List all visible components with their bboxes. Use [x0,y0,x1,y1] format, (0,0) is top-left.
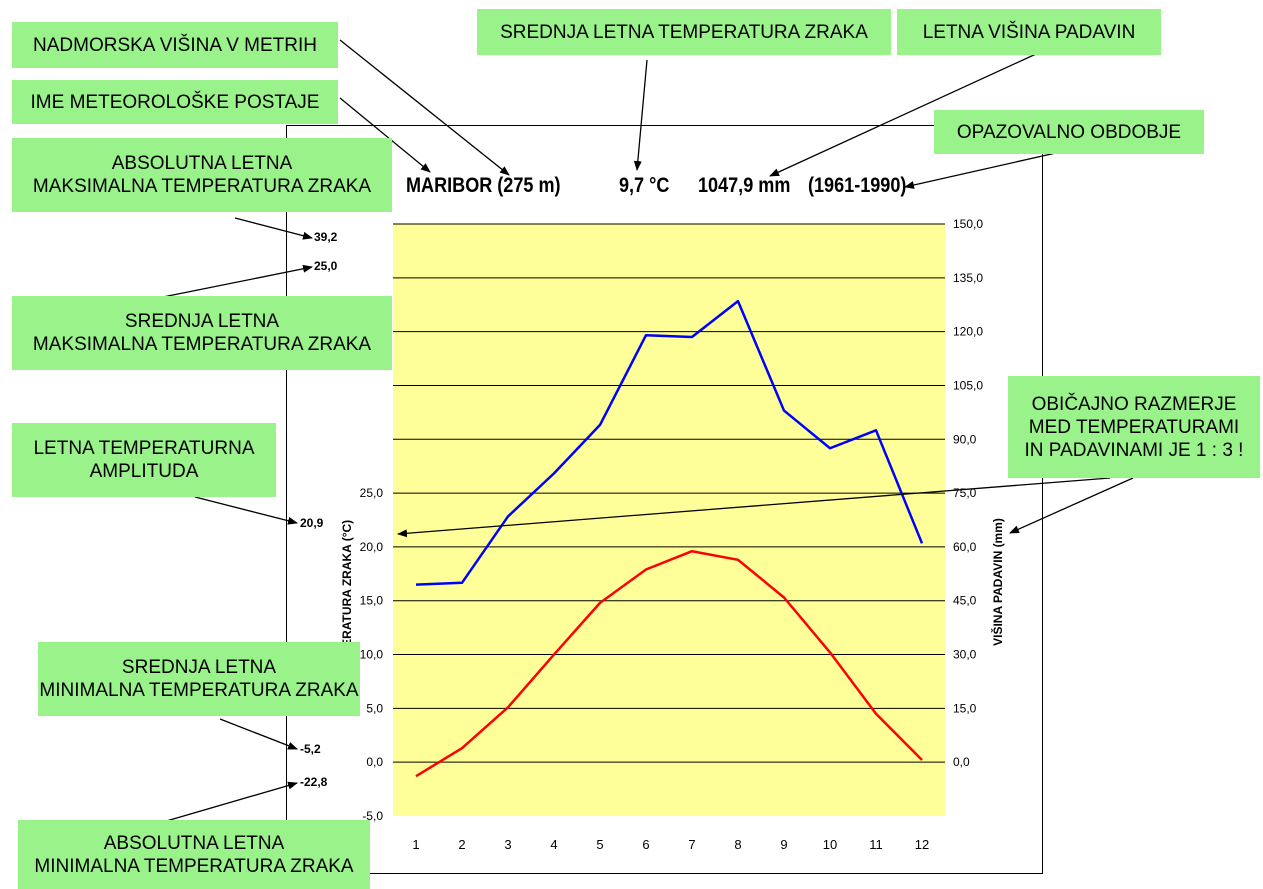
label-mean-max: SREDNJA LETNA MAKSIMALNA TEMPERATURA ZRAK… [12,296,392,370]
left-tick-label: 5,0 [366,701,383,715]
left-tick-label: 15,0 [360,594,384,608]
label-period: OPAZOVALNO OBDOBJE [934,110,1204,154]
chart-frame [286,125,1043,874]
label-abs-min: ABSOLUTNA LETNA MINIMALNA TEMPERATURA ZRA… [18,820,370,889]
right-tick-label: 30,0 [953,648,977,662]
x-tick-label: 12 [915,837,929,852]
arrow-amplitude [194,496,298,525]
header-precip: 1047,9 mm [698,174,791,197]
arrow-mean-temp [633,59,648,171]
left-tick-label: 25,0 [360,486,384,500]
x-tick-label: 11 [869,837,883,852]
arrow-mean-max [162,264,313,298]
right-tick-label: 105,0 [953,378,983,392]
arrow-abs-min [162,781,298,823]
label-mean-min: SREDNJA LETNA MINIMALNA TEMPERATURA ZRAKA [38,642,360,716]
arrow-mean-min [219,718,298,750]
arrow-ratio-right [1009,477,1134,534]
value-abs-min: -22,8 [300,775,328,789]
precipitation-line [415,299,924,586]
arrow-altitude [339,39,510,176]
x-tick-label: 4 [550,837,557,852]
value-mean-min: -5,2 [300,742,321,756]
left-tick-label: 0,0 [366,755,383,769]
label-ratio: OBIČAJNO RAZMERJE MED TEMPERATURAMI IN PAD… [1008,376,1260,478]
label-mean-temp: SREDNJA LETNA TEMPERATURA ZRAKA [477,9,891,55]
value-mean-max: 25,0 [314,259,338,273]
right-tick-label: 90,0 [953,432,977,446]
left-tick-label: 20,0 [360,540,384,554]
plot-area [393,224,945,816]
x-tick-label: 8 [734,837,741,852]
right-tick-label: 60,0 [953,540,977,554]
header-period: (1961-1990) [808,174,907,197]
right-tick-label: 15,0 [953,701,977,715]
x-tick-label: 9 [780,837,787,852]
x-tick-label: 3 [504,837,511,852]
right-tick-label: 45,0 [953,594,977,608]
arrow-period [904,147,1079,189]
x-tick-label: 7 [688,837,695,852]
label-amplitude: LETNA TEMPERATURNA AMPLITUDA [12,423,276,497]
right-tick-label: 0,0 [953,755,970,769]
x-tick-label: 6 [642,837,649,852]
arrow-precip [769,53,1037,177]
temperature-line [415,549,923,778]
label-abs-max: ABSOLUTNA LETNA MAKSIMALNA TEMPERATURA ZR… [12,138,392,212]
x-tick-label: 5 [596,837,603,852]
right-tick-label: 150,0 [953,217,983,231]
header-mean-temp: 9,7 °C [619,174,670,197]
value-amplitude: 20,9 [300,516,324,530]
label-station-name: IME METEOROLOŠKE POSTAJE [12,80,338,124]
right-axis-label: VIŠINA PADAVIN (mm) [990,518,1005,646]
arrow-ratio-left [397,477,1111,538]
header-station: MARIBOR (275 m) [406,174,561,197]
x-tick-label: 10 [823,837,837,852]
x-tick-label: 2 [458,837,465,852]
arrow-station [339,97,431,173]
right-tick-label: 120,0 [953,325,983,339]
right-tick-label: 135,0 [953,271,983,285]
value-abs-max: 39,2 [314,230,338,244]
arrow-abs-max [234,217,313,240]
left-axis-label: TEMPERATURA ZRAKA (°C) [340,520,354,680]
label-altitude: NADMORSKA VIŠINA V METRIH [12,22,338,68]
left-tick-label: -5,0 [362,809,383,823]
left-tick-label: 10,0 [360,648,384,662]
x-tick-label: 1 [412,837,419,852]
label-precip: LETNA VIŠINA PADAVIN [897,9,1161,55]
